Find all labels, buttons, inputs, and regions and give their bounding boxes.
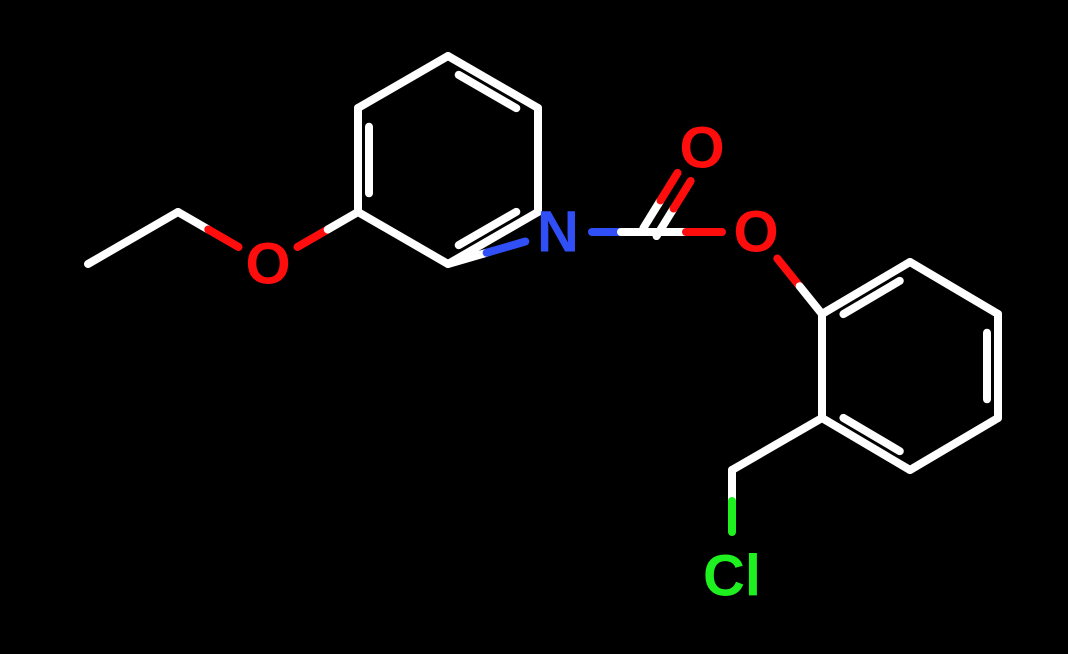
atom-label-n: N <box>537 200 579 265</box>
atom-label-o: O <box>733 200 778 265</box>
atom-label-o: O <box>679 116 724 181</box>
atom-label-o: O <box>245 232 290 297</box>
molecule-diagram: ONOOCl <box>0 0 1068 654</box>
atom-label-cl: Cl <box>703 544 761 609</box>
